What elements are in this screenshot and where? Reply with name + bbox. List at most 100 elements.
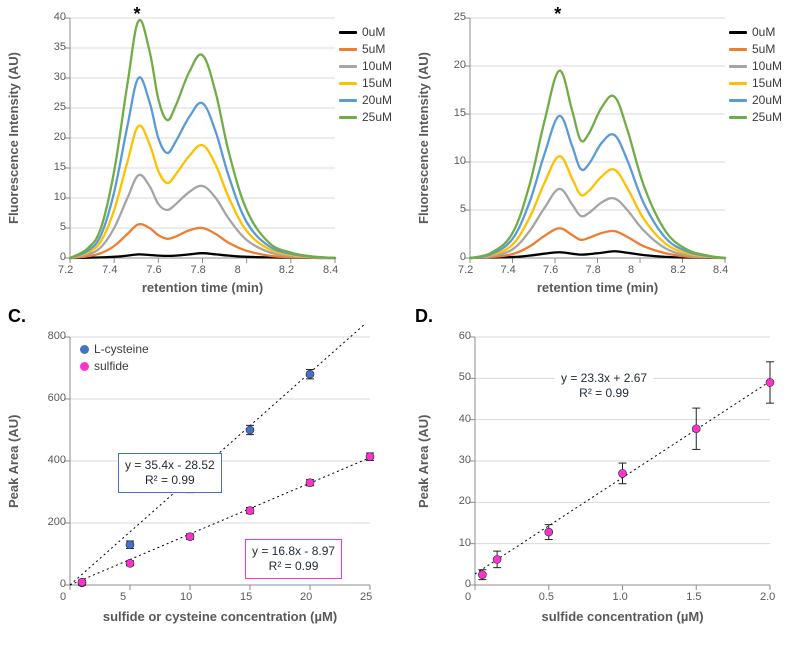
x-tick-label: 0: [465, 591, 471, 603]
y-tick-label: 10: [54, 191, 66, 203]
y-tick-label: 20: [454, 59, 466, 71]
x-tick-label: 7.8: [586, 264, 601, 276]
regression-equation: y = 16.8x - 8.97R² = 0.99: [245, 539, 342, 579]
x-tick-label: 1.5: [686, 591, 701, 603]
x-tick-label: 5: [120, 591, 126, 603]
legend-line-swatch: [729, 31, 747, 34]
y-axis-title: Peak Area (AU): [416, 337, 431, 585]
legend-label: 0uM: [362, 24, 385, 40]
y-tick-label: 15: [454, 107, 466, 119]
x-tick-label: 0: [60, 591, 66, 603]
legend-label: 20uM: [362, 92, 392, 108]
legend-label: 15uM: [752, 75, 782, 91]
x-tick-label: 7.2: [458, 264, 473, 276]
peak-star-marker: *: [554, 4, 561, 25]
legend-line-swatch: [339, 65, 357, 68]
series-legend: 0uM5uM10uM15uM20uM25uM: [339, 24, 392, 126]
legend-line-swatch: [729, 65, 747, 68]
legend-item: 20uM: [339, 92, 392, 108]
legend-item: 5uM: [729, 41, 782, 57]
y-tick-label: 25: [454, 11, 466, 23]
x-tick-label: 15: [240, 591, 252, 603]
y-axis-title: Peak Area (AU): [6, 337, 21, 585]
x-axis-title: retention time (min): [470, 280, 725, 295]
y-tick-label: 15: [54, 161, 66, 173]
legend-label: 25uM: [752, 109, 782, 125]
y-tick-label: 400: [48, 454, 66, 466]
legend-label: 5uM: [362, 41, 385, 57]
y-tick-label: 0: [60, 578, 66, 590]
legend-item: L-cysteine: [80, 341, 149, 357]
legend-label: 10uM: [362, 58, 392, 74]
legend-line-swatch: [339, 82, 357, 85]
legend-item: 0uM: [339, 24, 392, 40]
legend-item: 5uM: [339, 41, 392, 57]
y-tick-label: 30: [459, 454, 471, 466]
x-tick-label: 2.0: [760, 591, 775, 603]
x-axis-title: sulfide concentration (µM): [475, 609, 770, 624]
x-tick-label: 7.6: [146, 264, 161, 276]
x-tick-label: 8.2: [671, 264, 686, 276]
legend-item: 0uM: [729, 24, 782, 40]
legend-item: 25uM: [339, 109, 392, 125]
series-legend: 0uM5uM10uM15uM20uM25uM: [729, 24, 782, 126]
legend-item: 10uM: [729, 58, 782, 74]
y-axis-title: Fluorescence Intensity (AU): [416, 18, 431, 258]
panel-d-label: D.: [415, 306, 433, 327]
legend-line-swatch: [339, 116, 357, 119]
y-tick-label: 50: [459, 371, 471, 383]
y-tick-label: 20: [459, 495, 471, 507]
legend-label: sulfide: [94, 358, 129, 374]
legend-line-swatch: [729, 116, 747, 119]
y-tick-label: 10: [459, 537, 471, 549]
peak-star-marker: *: [133, 4, 140, 25]
legend-line-swatch: [729, 48, 747, 51]
y-tick-label: 0: [465, 578, 471, 590]
y-tick-label: 0: [460, 251, 466, 263]
panel-c-label: C.: [8, 306, 26, 327]
y-tick-label: 35: [54, 41, 66, 53]
x-tick-label: 7.6: [543, 264, 558, 276]
legend-line-swatch: [729, 99, 747, 102]
x-tick-label: 7.8: [191, 264, 206, 276]
legend-line-swatch: [339, 48, 357, 51]
y-tick-label: 5: [60, 221, 66, 233]
panel-a: 05101520253035407.27.47.67.888.28.4*rete…: [0, 0, 410, 310]
legend-line-swatch: [339, 99, 357, 102]
x-tick-label: 8.4: [323, 264, 338, 276]
y-axis-title: Fluorescence Intensity (AU): [6, 18, 21, 258]
y-tick-label: 40: [54, 11, 66, 23]
x-tick-label: 7.4: [501, 264, 516, 276]
legend-label: 5uM: [752, 41, 775, 57]
y-tick-label: 25: [54, 101, 66, 113]
legend-item: 15uM: [339, 75, 392, 91]
x-tick-label: 8: [235, 264, 241, 276]
x-tick-label: 8: [628, 264, 634, 276]
x-tick-label: 7.2: [58, 264, 73, 276]
y-tick-label: 0: [60, 251, 66, 263]
regression-equation: y = 35.4x - 28.52R² = 0.99: [118, 453, 222, 493]
x-tick-label: 8.4: [713, 264, 728, 276]
y-tick-label: 800: [48, 330, 66, 342]
x-axis-title: retention time (min): [70, 280, 335, 295]
series-legend: L-cysteinesulfide: [80, 341, 149, 375]
legend-line-swatch: [729, 82, 747, 85]
x-tick-label: 25: [360, 591, 372, 603]
x-axis-title: sulfide or cysteine concentration (µM): [70, 609, 370, 624]
panel-c: 02004006008000510152025y = 35.4x - 28.52…: [0, 325, 410, 645]
panel-d: 010203040506000.51.01.52.0y = 23.3x + 2.…: [410, 325, 800, 645]
y-tick-label: 30: [54, 71, 66, 83]
legend-dot-swatch: [80, 345, 89, 354]
x-tick-label: 0.5: [539, 591, 554, 603]
legend-label: 25uM: [362, 109, 392, 125]
legend-label: 15uM: [362, 75, 392, 91]
legend-item: 15uM: [729, 75, 782, 91]
legend-item: 25uM: [729, 109, 782, 125]
legend-label: 10uM: [752, 58, 782, 74]
y-tick-label: 10: [454, 155, 466, 167]
legend-label: L-cysteine: [94, 341, 149, 357]
legend-dot-swatch: [80, 362, 89, 371]
x-tick-label: 1.0: [613, 591, 628, 603]
y-tick-label: 5: [460, 203, 466, 215]
y-tick-label: 40: [459, 413, 471, 425]
